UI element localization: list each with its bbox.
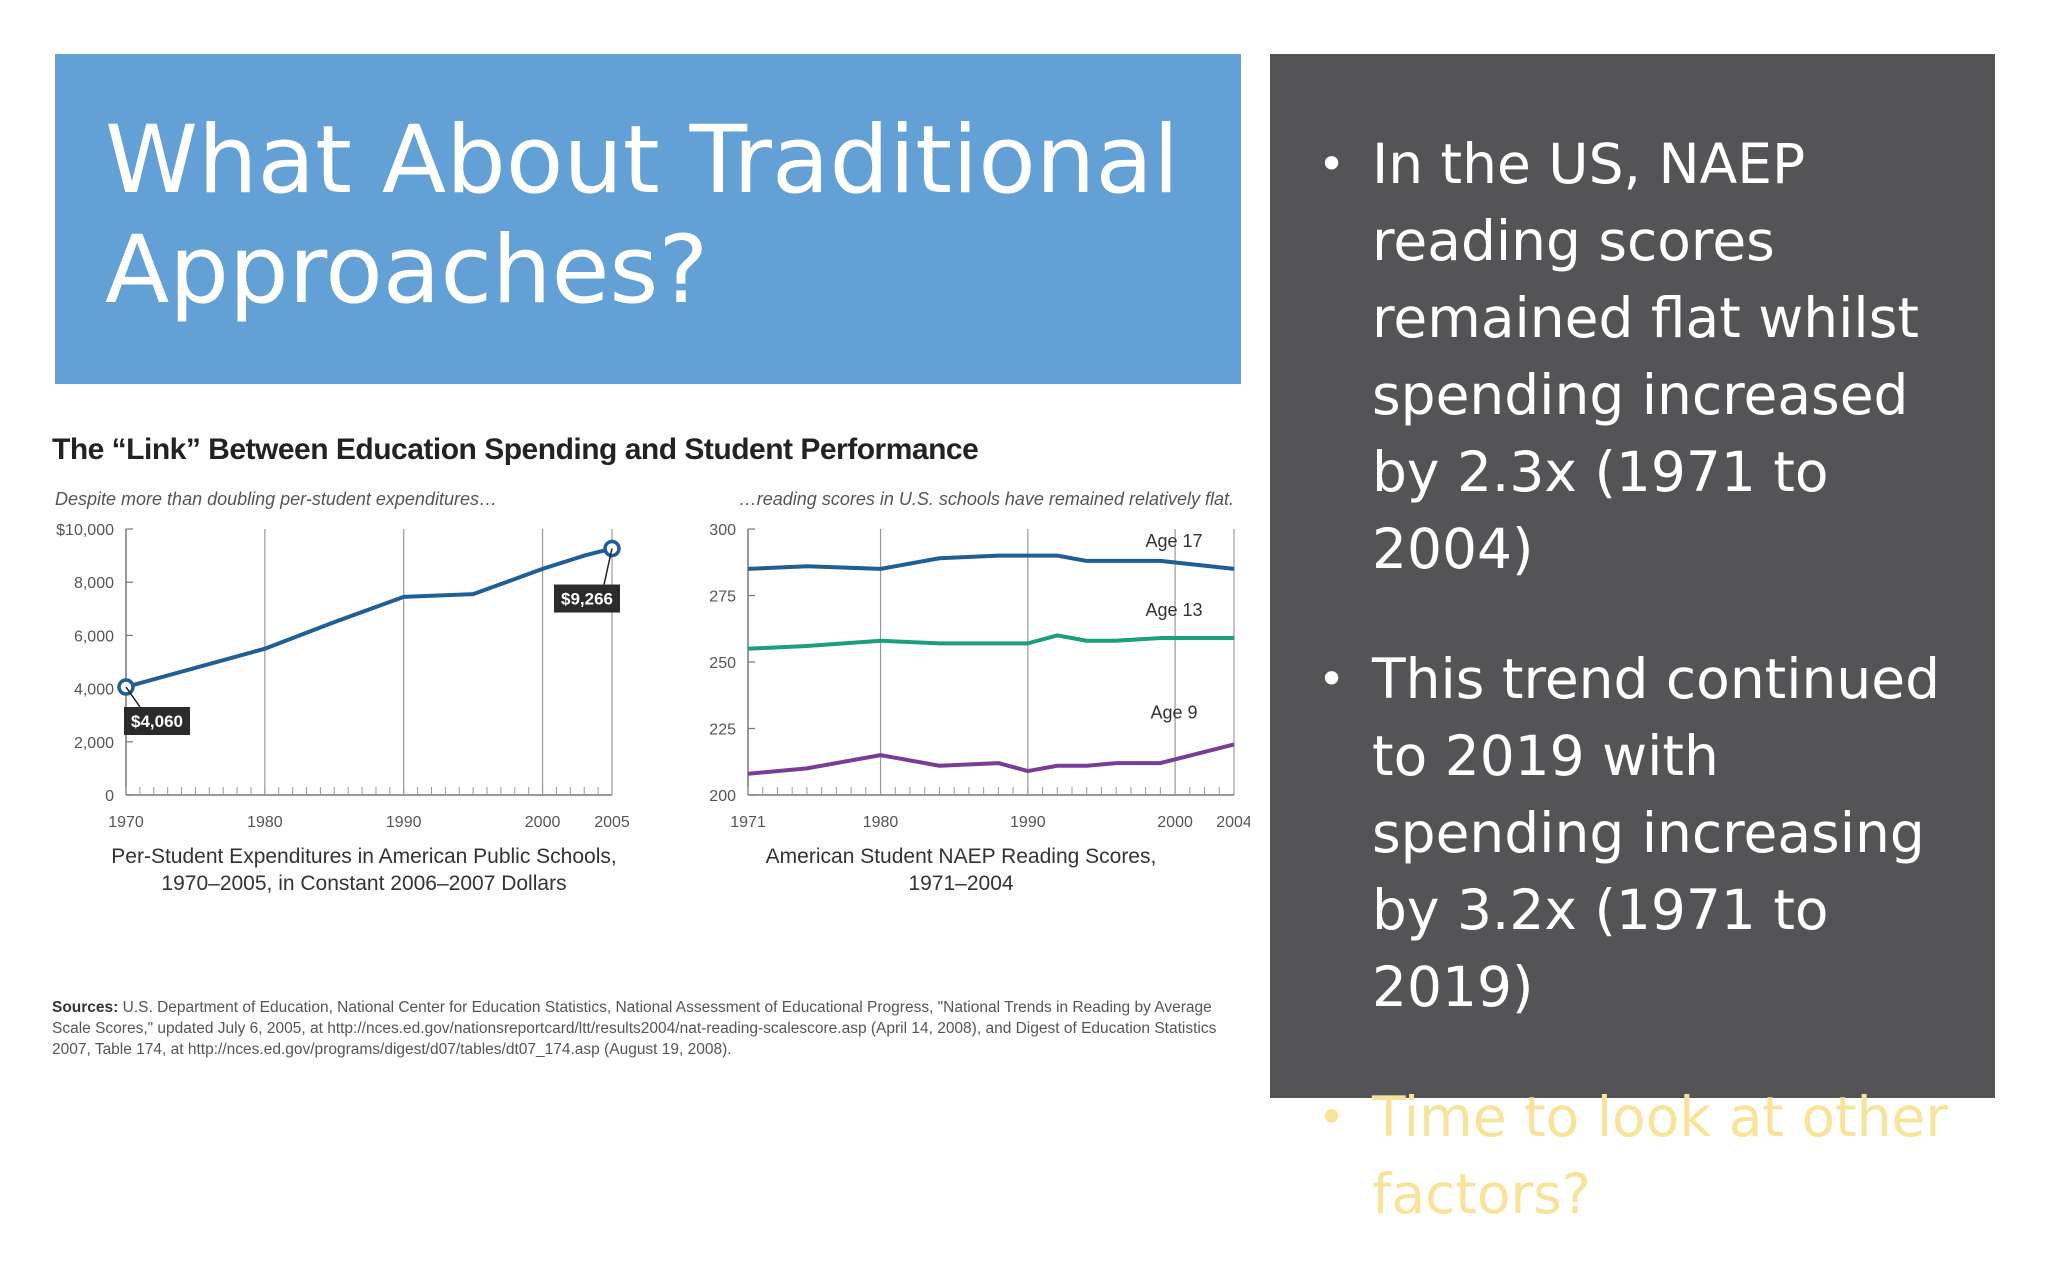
x-tick-label: 1990 <box>386 814 422 831</box>
chart-caption: American Student NAEP Reading Scores, <box>766 845 1157 868</box>
x-tick-label: 2004 <box>1216 814 1250 831</box>
chart-caption: Per-Student Expenditures in American Pub… <box>111 845 616 868</box>
chart-subtitle: Despite more than doubling per-student e… <box>55 489 497 509</box>
annotation-leader <box>603 548 613 585</box>
x-tick-label: 2000 <box>1157 814 1193 831</box>
bullet-text: This trend continued to 2019 with spendi… <box>1372 647 1940 1019</box>
chart-caption: 1970–2005, in Constant 2006–2007 Dollars <box>161 872 566 895</box>
bullet-dot-icon: • <box>1318 137 1346 191</box>
x-tick-label: 1970 <box>108 814 144 831</box>
series-line <box>747 553 1235 571</box>
bullet-dot-icon: • <box>1318 652 1346 706</box>
series-line <box>747 633 1234 651</box>
x-tick-label: 1971 <box>730 814 766 831</box>
sources-label: Sources: <box>52 999 119 1016</box>
y-tick-label: 6,000 <box>74 628 114 645</box>
annotation-box <box>124 707 190 736</box>
slide-title: What About Traditional Approaches? <box>105 106 1180 325</box>
y-tick-label: 2,000 <box>74 735 114 752</box>
annotation-label: $4,060 <box>131 712 183 731</box>
x-tick-label: 1980 <box>863 814 899 831</box>
annotation-leader <box>125 686 141 708</box>
bullet-text: Time to look at other factors? <box>1372 1085 1948 1226</box>
x-tick-label: 2000 <box>525 814 561 831</box>
y-tick-label: $10,000 <box>56 522 114 539</box>
y-tick-label: 225 <box>709 722 736 739</box>
series-label: Age 13 <box>1145 600 1202 620</box>
bullet-text: In the US, NAEP reading scores remained … <box>1372 132 1919 581</box>
chart-subtitle: …reading scores in U.S. schools have rem… <box>739 489 1234 509</box>
figure-title: The “Link” Between Education Spending an… <box>52 433 979 466</box>
bullet-panel: • In the US, NAEP reading scores remained… <box>1270 54 1995 1226</box>
x-tick-label: 2005 <box>594 814 630 831</box>
y-tick-label: 8,000 <box>74 575 114 592</box>
y-tick-label: 200 <box>709 788 736 805</box>
x-tick-label: 1990 <box>1010 814 1046 831</box>
y-tick-label: 250 <box>709 655 736 672</box>
chart-figure: The “Link” Between Education Spending an… <box>50 425 1250 1075</box>
bullet-item: • This trend continued to 2019 with spend… <box>1310 641 1975 1026</box>
y-tick-label: 300 <box>709 522 736 539</box>
bullet-item: • In the US, NAEP reading scores remained… <box>1310 126 1975 588</box>
title-banner: What About Traditional Approaches? <box>55 54 1241 384</box>
bullet-item: • Time to look at other factors? <box>1310 1079 1975 1233</box>
series-label: Age 17 <box>1145 531 1202 551</box>
charts-svg: Despite more than doubling per-student e… <box>55 489 1250 895</box>
bullet-list: • In the US, NAEP reading scores remained… <box>1310 126 1975 1286</box>
y-tick-label: 0 <box>105 788 114 805</box>
sources-text: U.S. Department of Education, National C… <box>52 999 1217 1058</box>
annotation-label: $9,266 <box>561 590 613 609</box>
series-label: Age 9 <box>1150 702 1197 722</box>
series-line <box>747 742 1235 776</box>
x-tick-label: 1980 <box>247 814 283 831</box>
y-tick-label: 275 <box>709 589 736 606</box>
bullet-dot-icon: • <box>1318 1090 1346 1144</box>
annotation-box <box>554 584 620 613</box>
series-line <box>125 546 613 689</box>
figure-sources: Sources: U.S. Department of Education, N… <box>52 997 1242 1060</box>
y-tick-label: 4,000 <box>74 682 114 699</box>
chart-caption: 1971–2004 <box>908 872 1013 895</box>
